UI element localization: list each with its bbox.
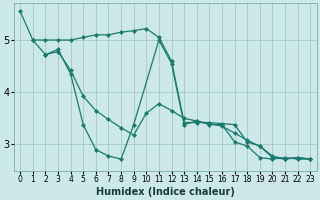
X-axis label: Humidex (Indice chaleur): Humidex (Indice chaleur) xyxy=(96,187,235,197)
